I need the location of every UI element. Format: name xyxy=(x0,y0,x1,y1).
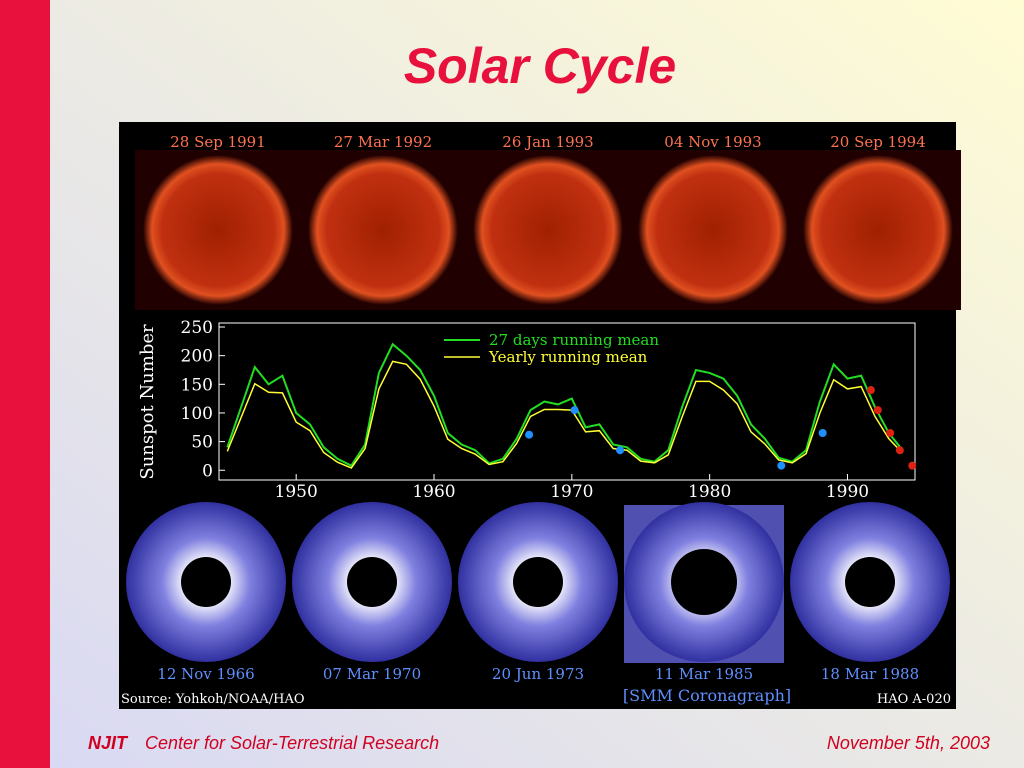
title: Solar Cycle xyxy=(404,38,676,94)
source: Source: Yohkoh/NOAA/HAO xyxy=(121,692,305,707)
corona-images xyxy=(126,502,950,663)
sun-disk xyxy=(308,155,458,305)
x-tick-label: 1950 xyxy=(275,482,318,502)
date-marker xyxy=(818,429,827,438)
y-tick-label: 0 xyxy=(202,461,213,481)
occulter xyxy=(671,549,737,615)
series-line xyxy=(226,342,904,467)
date-marker xyxy=(777,461,786,470)
series-line xyxy=(226,360,904,469)
xray-date: 26 Jan 1993 xyxy=(502,133,593,151)
y-axis-label: Sunspot Number xyxy=(137,324,158,480)
xray-date: 28 Sep 1991 xyxy=(170,133,266,151)
sun-disk xyxy=(473,155,623,305)
image-id: HAO A-020 xyxy=(877,692,951,707)
xray-date: 04 Nov 1993 xyxy=(664,133,761,151)
corona-date: 20 Jun 1973 xyxy=(492,665,584,683)
legend-entry: Yearly running mean xyxy=(488,348,648,366)
y-tick-label: 100 xyxy=(181,404,213,424)
x-tick-label: 1980 xyxy=(688,482,731,502)
x-tick-label: 1960 xyxy=(412,482,455,502)
x-tick-label: 1990 xyxy=(826,482,869,502)
xray-date: 27 Mar 1992 xyxy=(334,133,432,151)
date-marker xyxy=(895,446,904,455)
corona-date: 11 Mar 1985 xyxy=(655,665,753,683)
sun-disk xyxy=(638,155,788,305)
sun-disk xyxy=(143,155,293,305)
y-tick-label: 150 xyxy=(181,375,213,395)
plot-frame xyxy=(218,322,916,481)
corona-date: 18 Mar 1988 xyxy=(821,665,919,683)
y-tick-label: 50 xyxy=(191,433,213,453)
date-marker xyxy=(616,446,625,455)
occulter xyxy=(181,557,231,607)
date-marker xyxy=(525,430,534,439)
footer-date: November 5th, 2003 xyxy=(827,733,990,753)
date-marker xyxy=(866,386,875,395)
x-tick-label: 1970 xyxy=(550,482,593,502)
corona-date: 12 Nov 1966 xyxy=(157,665,254,683)
y-tick-label: 250 xyxy=(181,318,213,338)
xray-images xyxy=(135,150,961,310)
side-bar xyxy=(0,0,50,768)
legend-entry: 27 days running mean xyxy=(489,331,659,349)
xray-date: 20 Sep 1994 xyxy=(830,133,926,151)
footer-center: Center for Solar-Terrestrial Research xyxy=(145,733,439,753)
date-marker xyxy=(873,406,882,415)
sun-disk xyxy=(803,155,953,305)
date-marker xyxy=(886,429,895,438)
footer-org: NJIT xyxy=(88,733,129,753)
occulter xyxy=(845,557,895,607)
occulter xyxy=(513,557,563,607)
corona-note: [SMM Coronagraph] xyxy=(623,686,791,705)
corona-date: 07 Mar 1970 xyxy=(323,665,421,683)
y-tick-label: 200 xyxy=(181,347,213,367)
date-marker xyxy=(570,406,579,415)
date-marker xyxy=(908,461,917,470)
occulter xyxy=(347,557,397,607)
